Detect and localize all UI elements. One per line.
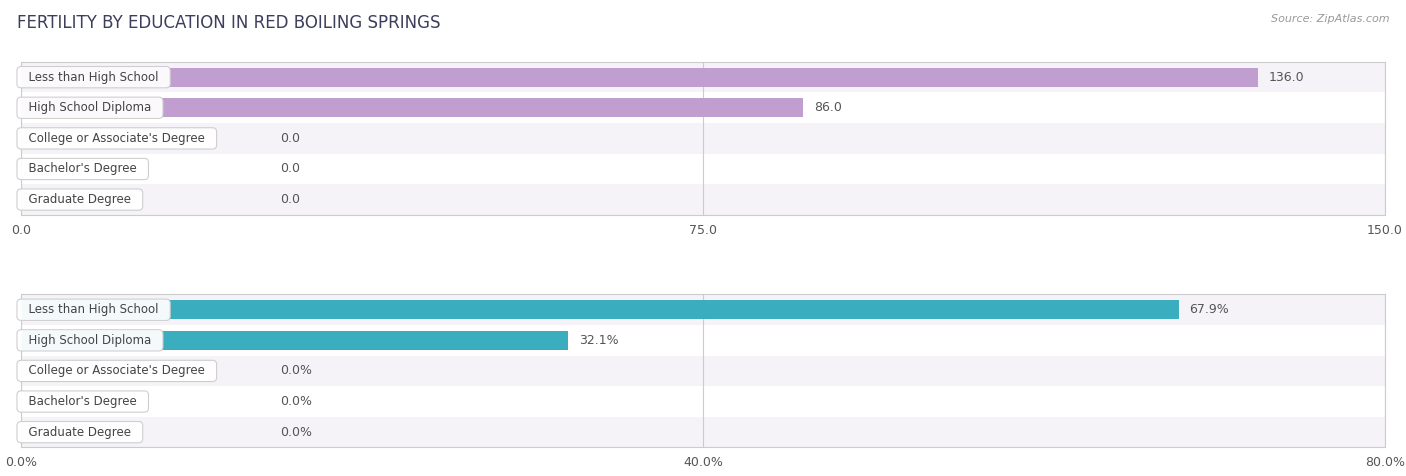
- Text: 0.0%: 0.0%: [280, 365, 312, 377]
- Bar: [21, 92, 1385, 123]
- Text: Less than High School: Less than High School: [21, 303, 166, 316]
- Bar: [21, 386, 1385, 417]
- Text: 67.9%: 67.9%: [1189, 303, 1229, 316]
- Text: High School Diploma: High School Diploma: [21, 101, 159, 114]
- Text: Bachelor's Degree: Bachelor's Degree: [21, 395, 145, 408]
- Bar: [21, 62, 1385, 92]
- Text: High School Diploma: High School Diploma: [21, 334, 159, 347]
- Bar: [21, 154, 1385, 184]
- Text: 0.0: 0.0: [280, 132, 301, 145]
- Text: 86.0: 86.0: [814, 101, 842, 114]
- Text: 0.0%: 0.0%: [280, 395, 312, 408]
- Text: Bachelor's Degree: Bachelor's Degree: [21, 162, 145, 176]
- Bar: [21, 184, 1385, 215]
- Bar: [21, 417, 1385, 447]
- Text: 136.0: 136.0: [1268, 70, 1305, 84]
- Bar: [21, 325, 1385, 356]
- Text: College or Associate's Degree: College or Associate's Degree: [21, 132, 212, 145]
- Text: Graduate Degree: Graduate Degree: [21, 426, 139, 439]
- Bar: [21, 68, 1257, 87]
- Text: College or Associate's Degree: College or Associate's Degree: [21, 365, 212, 377]
- Text: 32.1%: 32.1%: [579, 334, 619, 347]
- Text: 0.0: 0.0: [280, 193, 301, 206]
- Text: 0.0%: 0.0%: [280, 426, 312, 439]
- Text: 0.0: 0.0: [280, 162, 301, 176]
- Text: Source: ZipAtlas.com: Source: ZipAtlas.com: [1271, 14, 1389, 24]
- Text: Graduate Degree: Graduate Degree: [21, 193, 139, 206]
- Text: Less than High School: Less than High School: [21, 70, 166, 84]
- Text: FERTILITY BY EDUCATION IN RED BOILING SPRINGS: FERTILITY BY EDUCATION IN RED BOILING SP…: [17, 14, 440, 32]
- Bar: [21, 123, 1385, 154]
- Bar: [21, 99, 803, 117]
- Bar: [21, 331, 568, 350]
- Bar: [21, 295, 1385, 325]
- Bar: [21, 300, 1178, 319]
- Bar: [21, 356, 1385, 386]
